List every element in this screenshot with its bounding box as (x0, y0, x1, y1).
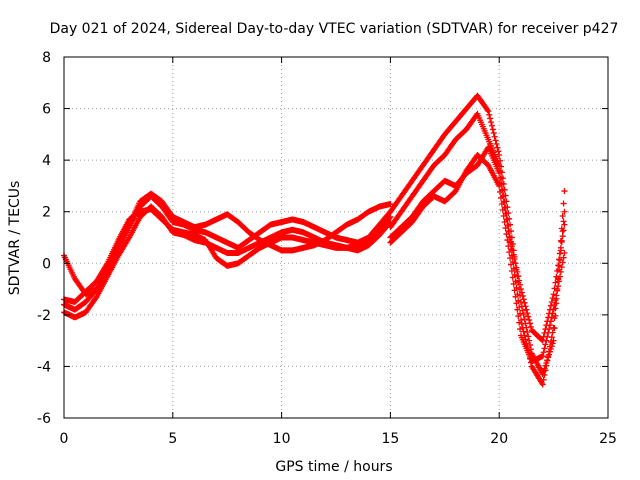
x-tick-label: 5 (168, 431, 177, 447)
chart: Day 021 of 2024, Sidereal Day-to-day VTE… (0, 0, 640, 480)
x-tick-label: 20 (490, 431, 508, 447)
data-points (61, 93, 567, 388)
x-tick-label: 15 (381, 431, 399, 447)
x-axis-label: GPS time / hours (275, 459, 392, 475)
data-point (489, 123, 495, 129)
data-point (561, 201, 567, 207)
data-point (487, 115, 493, 121)
series-track (387, 152, 567, 364)
chart-title: Day 021 of 2024, Sidereal Day-to-day VTE… (50, 21, 619, 37)
y-tick-label: 2 (42, 205, 51, 221)
y-tick-label: 0 (42, 256, 51, 272)
data-point (542, 345, 548, 351)
data-point (492, 134, 498, 140)
data-point (559, 239, 565, 245)
data-point (490, 126, 496, 132)
y-tick-label: 8 (42, 50, 51, 66)
y-tick-label: 6 (42, 102, 51, 118)
data-point (561, 218, 567, 224)
x-tick-label: 10 (273, 431, 291, 447)
data-point (527, 320, 533, 326)
data-point (493, 141, 499, 147)
y-axis-label: SDTVAR / TECUs (7, 181, 23, 296)
y-tick-label: 4 (42, 153, 51, 169)
data-point (495, 148, 501, 154)
data-point (491, 130, 497, 136)
series-track (387, 93, 567, 377)
x-tick-label: 25 (599, 431, 617, 447)
data-point (523, 307, 529, 313)
data-point (493, 137, 499, 143)
data-point (526, 317, 532, 323)
series-track (387, 111, 567, 344)
x-tick-label: 0 (60, 431, 69, 447)
y-tick-label: -4 (37, 359, 51, 375)
y-tick-label: -6 (37, 411, 51, 427)
y-tick-label: -2 (37, 308, 51, 324)
data-point (561, 188, 567, 194)
data-point (488, 119, 494, 125)
data-point (515, 273, 521, 279)
